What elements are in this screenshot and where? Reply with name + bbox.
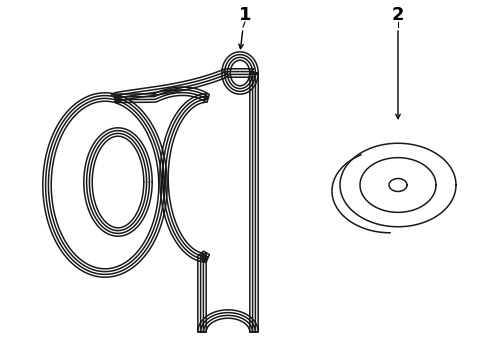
Text: 2: 2 [392,6,404,24]
Text: 1: 1 [239,6,251,24]
